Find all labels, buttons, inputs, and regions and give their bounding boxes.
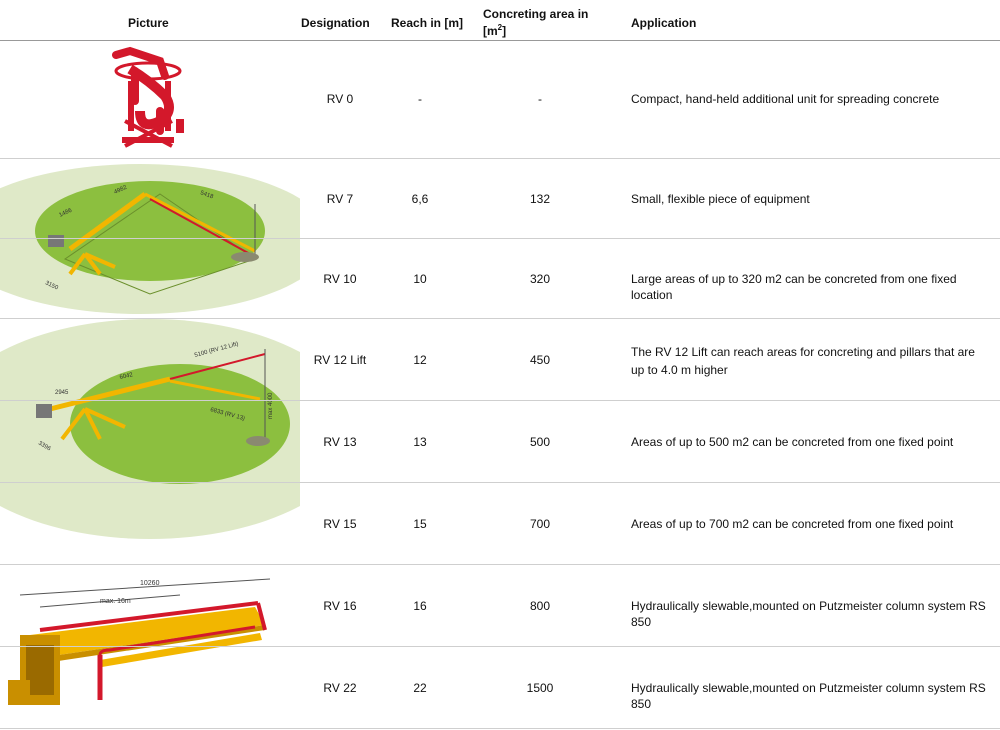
application-cell: Small, flexible piece of equipment [631, 192, 810, 206]
designation-cell: RV 0 [326, 92, 354, 106]
header-area-text: Concreting area in [m [483, 7, 589, 38]
application-cell: The RV 12 Lift can reach areas for concr… [631, 345, 975, 377]
table-row: RV 7 6,6 132 Small, flexible piece of eq… [0, 159, 1000, 239]
application-cell: Compact, hand-held additional unit for s… [631, 92, 940, 106]
designation-cell: RV 10 [323, 272, 357, 286]
rv7-dim-3: 5418 [199, 190, 214, 200]
rv7-rv10-image: 1486 4982 5418 3150 [0, 164, 300, 314]
rv16-dim-2: max. 16m [100, 598, 131, 605]
table-row: RV 10 10 320 Large areas of up to 320 m2… [0, 239, 1000, 319]
header-area-sup: 2 [497, 23, 503, 32]
table-row: RV 12 Lift 12 450 The RV 12 Lift can rea… [0, 319, 1000, 401]
designation-cell: RV 12 Lift [313, 353, 367, 367]
designation-cell: RV 13 [323, 435, 357, 449]
reach-cell: 16 [413, 599, 427, 613]
reach-cell: 13 [413, 435, 427, 449]
reach-cell: 10 [413, 272, 427, 286]
reach-cell: - [418, 92, 422, 106]
rv12-dim-5: max 4000 [268, 392, 274, 419]
header-picture: Picture [128, 16, 169, 30]
table-row: RV 16 16 800 Hydraulically slewable,moun… [0, 565, 1000, 647]
header-designation: Designation [301, 16, 370, 30]
designation-cell: RV 22 [323, 681, 357, 695]
reach-cell: 12 [413, 353, 427, 367]
rv7-dim-4: 3150 [44, 280, 59, 291]
area-cell: 450 [529, 353, 551, 367]
application-cell: Areas of up to 500 m2 can be concreted f… [631, 435, 954, 449]
area-cell: - [538, 92, 542, 106]
header-area-close: ] [502, 24, 507, 38]
rv12-dim-1: 2945 [55, 390, 69, 396]
reach-cell: 22 [413, 681, 427, 695]
rv7-dim-2: 4982 [113, 184, 128, 195]
area-cell: 1500 [526, 681, 554, 695]
table-row: RV 22 22 1500 Hydraulically slewable,mou… [0, 647, 1000, 729]
rv16-dim-1: 10260 [140, 580, 160, 587]
header-reach: Reach in [m] [391, 16, 464, 30]
application-cell: Areas of up to 700 m2 can be concreted f… [631, 517, 954, 531]
area-cell: 700 [529, 517, 551, 531]
designation-cell: RV 16 [323, 599, 357, 613]
reach-cell: 15 [413, 517, 427, 531]
table-header: Picture Designation Reach in [m] Concret… [0, 0, 1000, 41]
application-cell: Hydraulically slewable,mounted on Putzme… [631, 599, 986, 629]
header-area: Concreting area in [m2] [483, 7, 603, 38]
application-cell: Hydraulically slewable,mounted on Putzme… [631, 681, 986, 711]
area-cell: 320 [529, 272, 551, 286]
rv12-rv13-rv15-image: 2945 6042 5100 (RV 12 Lift) 6833 (RV 13)… [0, 319, 300, 539]
designation-cell: RV 7 [326, 192, 354, 206]
rv7-dim-1: 1486 [58, 207, 73, 218]
area-cell: 500 [529, 435, 551, 449]
table-row: RV 15 15 700 Areas of up to 700 m2 can b… [0, 483, 1000, 565]
table-row: RV 0 - - Compact, hand-held additional u… [0, 41, 1000, 159]
application-cell: Large areas of up to 320 m2 can be concr… [631, 272, 957, 302]
table-row: RV 13 13 500 Areas of up to 500 m2 can b… [0, 401, 1000, 483]
rv0-image [112, 46, 184, 148]
area-cell: 132 [529, 192, 551, 206]
rv12-dim-2: 6042 [119, 372, 134, 381]
area-cell: 800 [529, 599, 551, 613]
header-application: Application [631, 16, 697, 30]
designation-cell: RV 15 [323, 517, 357, 531]
reach-cell: 6,6 [411, 192, 429, 206]
